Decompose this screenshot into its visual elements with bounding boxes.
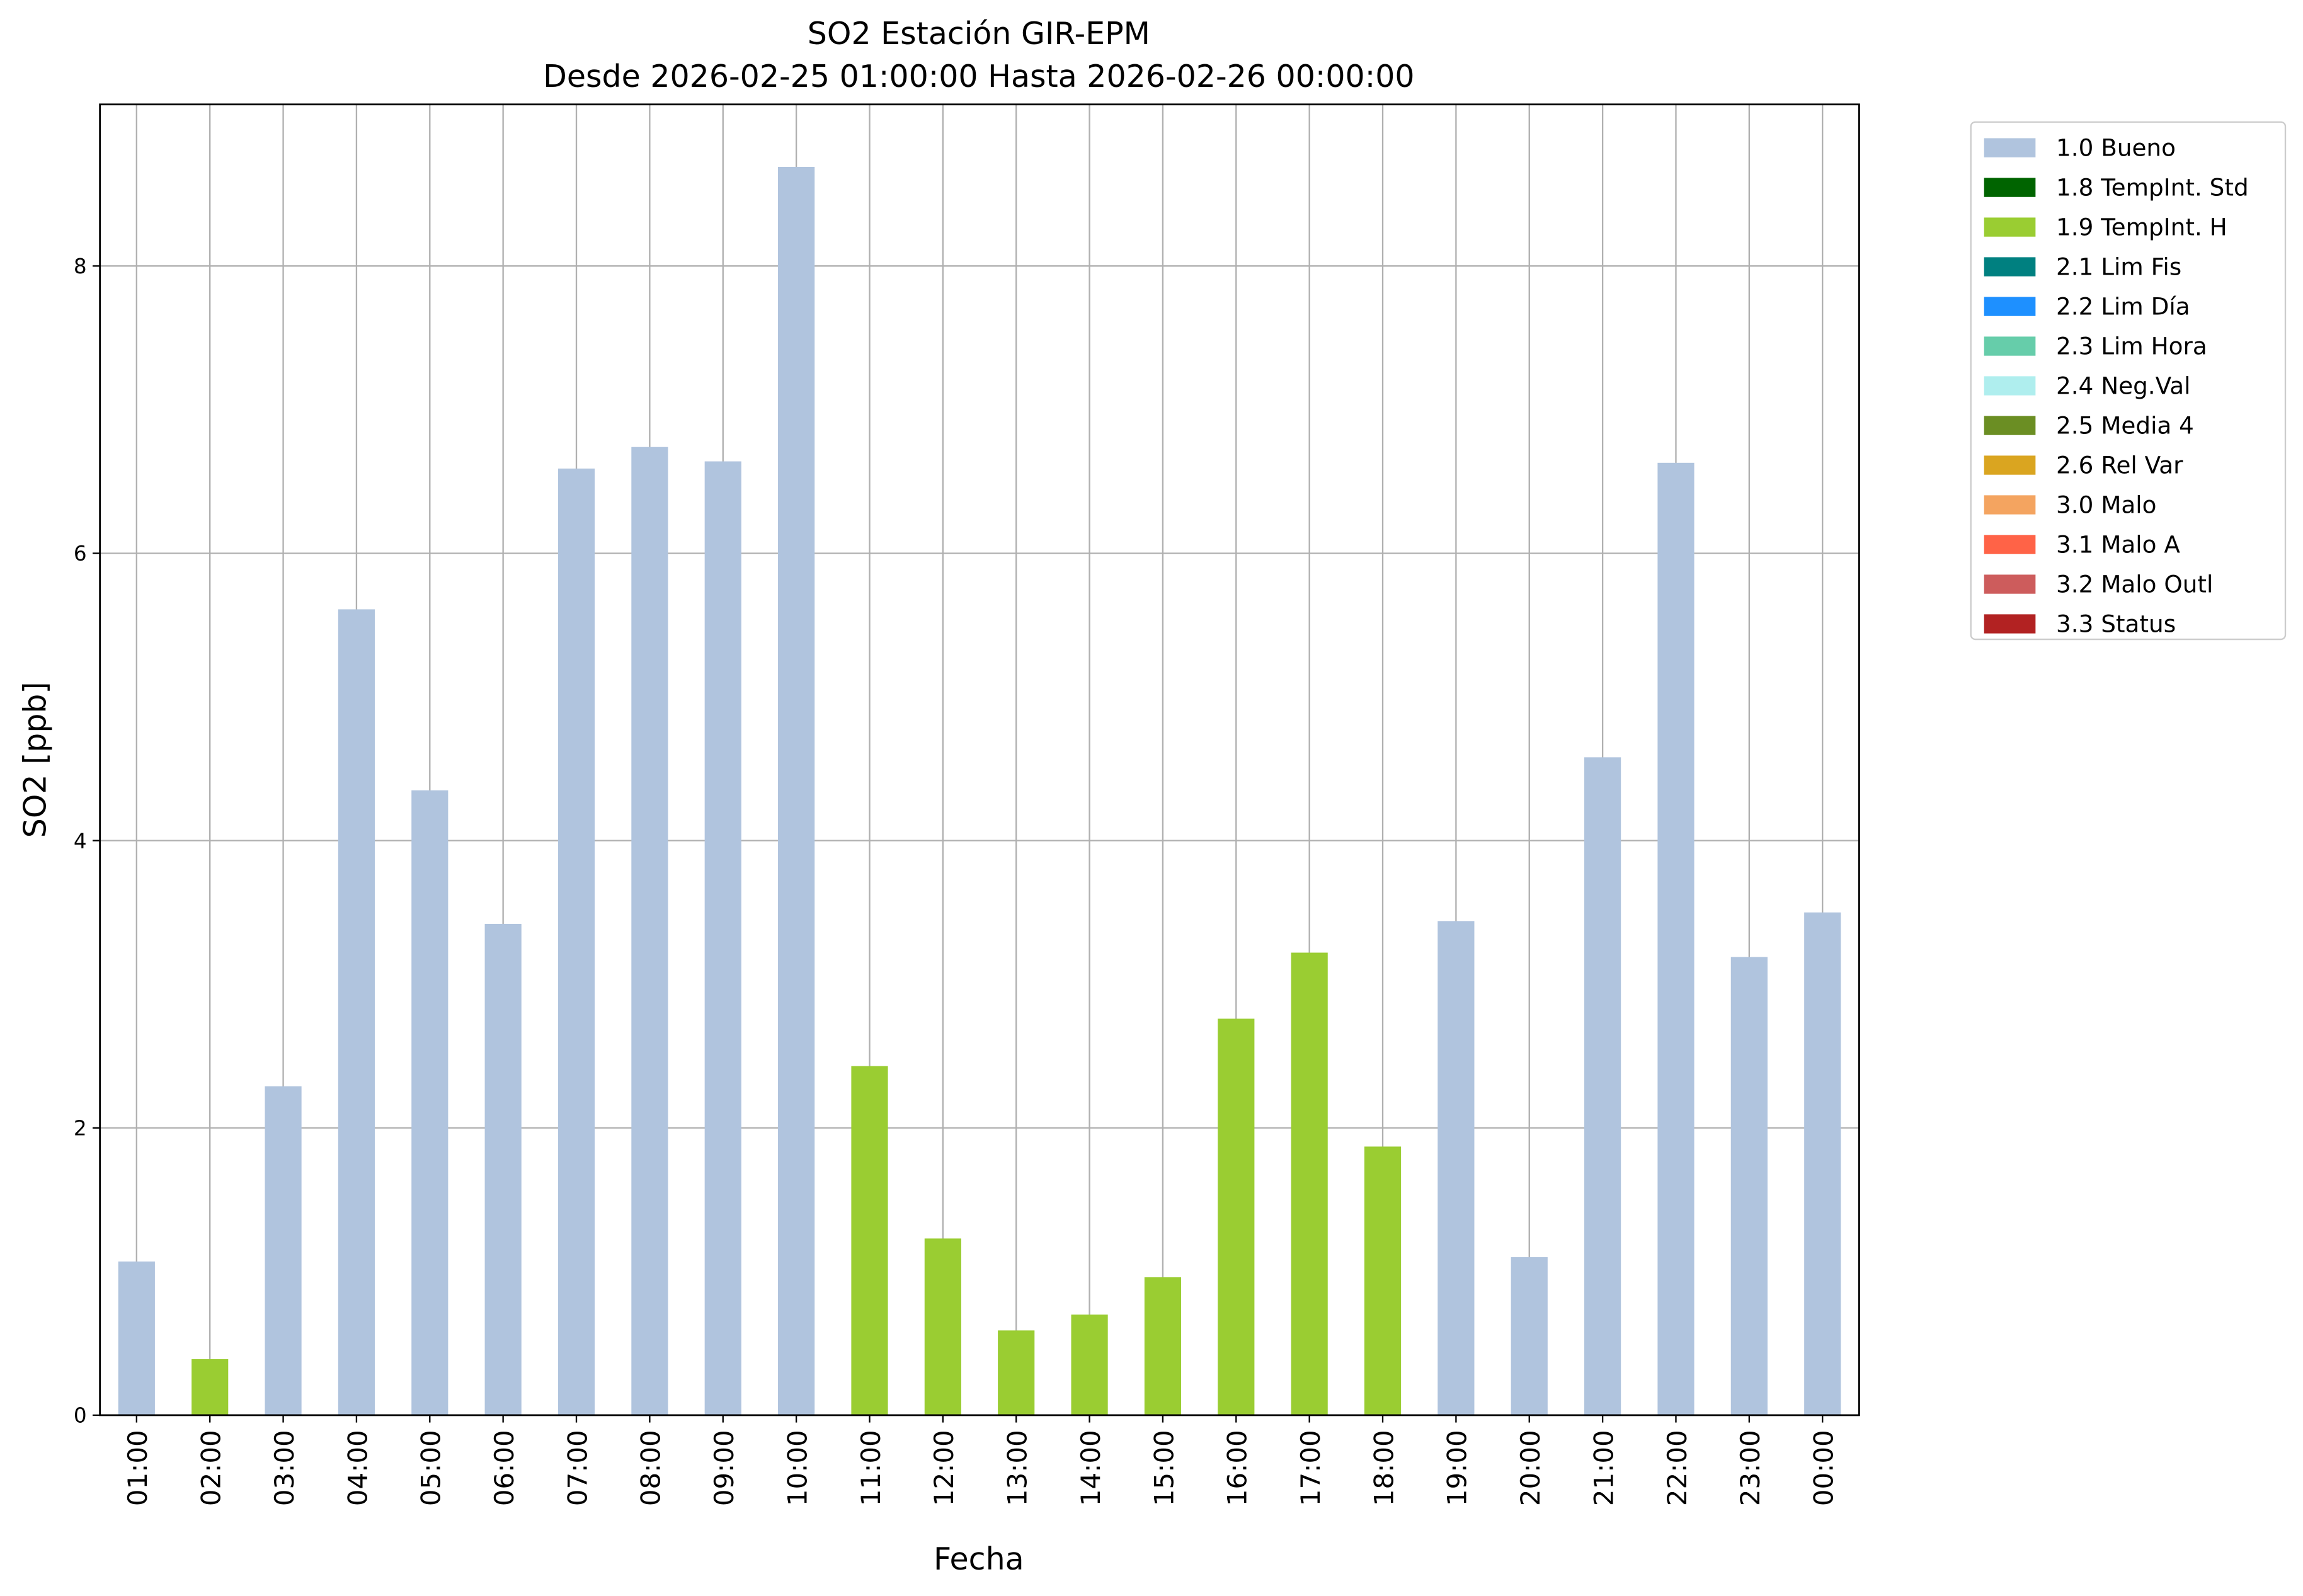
- y-tick-label: 6: [74, 542, 87, 566]
- legend-label: 1.8 TempInt. Std: [2056, 173, 2249, 201]
- y-tick-label: 0: [74, 1404, 87, 1428]
- x-tick-label: 04:00: [342, 1430, 373, 1506]
- bar: [704, 461, 741, 1415]
- x-tick-label: 01:00: [122, 1430, 153, 1506]
- legend-swatch: [1984, 376, 2036, 396]
- bar: [851, 1066, 888, 1415]
- legend-swatch: [1984, 574, 2036, 594]
- chart-subtitle: Desde 2026-02-25 01:00:00 Hasta 2026-02-…: [543, 59, 1414, 94]
- x-tick-label: 10:00: [782, 1430, 813, 1506]
- legend-swatch: [1984, 535, 2036, 554]
- y-tick-label: 8: [74, 254, 87, 278]
- x-tick-label: 02:00: [196, 1430, 227, 1506]
- x-tick-label: 03:00: [269, 1430, 300, 1506]
- legend-swatch: [1984, 614, 2036, 634]
- x-tick-label: 19:00: [1442, 1430, 1473, 1506]
- legend-box: [1970, 121, 2287, 641]
- x-tick-label: 12:00: [929, 1430, 959, 1506]
- bar: [778, 166, 815, 1415]
- x-tick-label: 17:00: [1295, 1430, 1326, 1506]
- bar: [1364, 1146, 1402, 1415]
- x-tick-label: 20:00: [1515, 1430, 1546, 1506]
- legend-label: 2.2 Lim Día: [2056, 292, 2190, 320]
- x-tick-label: 23:00: [1735, 1430, 1766, 1506]
- legend-label: 2.6 Rel Var: [2056, 451, 2183, 479]
- legend-label: 2.4 Neg.Val: [2056, 372, 2190, 399]
- legend-label: 2.5 Media 4: [2056, 411, 2194, 439]
- legend-swatch: [1984, 257, 2036, 276]
- x-tick-label: 07:00: [562, 1430, 593, 1506]
- bar: [191, 1359, 229, 1415]
- plot-frame: [99, 103, 1860, 1416]
- legend-swatch: [1984, 178, 2036, 197]
- legend-label: 2.3 Lim Hora: [2056, 332, 2207, 360]
- bar: [1144, 1277, 1182, 1415]
- legend-swatch: [1984, 297, 2036, 316]
- bar: [265, 1086, 302, 1415]
- legend-swatch: [1984, 495, 2036, 515]
- x-tick-label: 18:00: [1368, 1430, 1399, 1506]
- legend-label: 2.1 Lim Fis: [2056, 253, 2181, 280]
- x-tick-label: 14:00: [1075, 1430, 1106, 1506]
- x-tick-label: 11:00: [855, 1430, 886, 1506]
- legend-label: 3.3 Status: [2056, 610, 2176, 637]
- bar: [338, 609, 375, 1415]
- bar: [1218, 1018, 1255, 1415]
- y-tick-label: 4: [74, 829, 87, 853]
- legend-label: 1.0 Bueno: [2056, 134, 2176, 161]
- x-tick-label: 15:00: [1148, 1430, 1179, 1506]
- bar: [1511, 1257, 1548, 1415]
- bar: [1657, 462, 1694, 1415]
- chart-title: SO2 Estación GIR-EPM: [808, 16, 1150, 52]
- bar: [411, 790, 449, 1415]
- x-tick-label: 21:00: [1588, 1430, 1619, 1506]
- bar: [484, 923, 522, 1415]
- legend-label: 3.2 Malo Outl: [2056, 570, 2213, 598]
- bar: [1071, 1314, 1108, 1415]
- legend-label: 3.1 Malo A: [2056, 530, 2180, 558]
- x-tick-label: 16:00: [1222, 1430, 1253, 1506]
- bar: [1291, 952, 1328, 1415]
- legend-swatch: [1984, 138, 2036, 157]
- x-tick-label: 22:00: [1662, 1430, 1693, 1506]
- x-tick-label: 09:00: [709, 1430, 740, 1506]
- legend-swatch: [1984, 336, 2036, 356]
- bar: [631, 447, 668, 1415]
- bar: [998, 1330, 1035, 1415]
- x-tick-label: 13:00: [1002, 1430, 1033, 1506]
- x-tick-label: 06:00: [489, 1430, 520, 1506]
- y-axis-label: SO2 [ppb]: [17, 681, 53, 838]
- legend-label: 1.9 TempInt. H: [2056, 213, 2227, 241]
- bar: [1804, 912, 1841, 1415]
- x-axis-label: Fecha: [934, 1541, 1024, 1577]
- bar: [557, 468, 595, 1415]
- x-tick-label: 08:00: [636, 1430, 666, 1506]
- x-tick-label: 00:00: [1809, 1430, 1839, 1506]
- bar: [1730, 957, 1768, 1415]
- legend-label: 3.0 Malo: [2056, 491, 2156, 518]
- legend-swatch: [1984, 217, 2036, 237]
- x-tick-label: 05:00: [416, 1430, 447, 1506]
- legend-swatch: [1984, 416, 2036, 435]
- bar: [924, 1238, 961, 1415]
- bar: [118, 1261, 155, 1415]
- bar: [1437, 921, 1475, 1415]
- legend-swatch: [1984, 455, 2036, 475]
- y-tick-label: 2: [74, 1116, 87, 1140]
- bar: [1584, 757, 1621, 1415]
